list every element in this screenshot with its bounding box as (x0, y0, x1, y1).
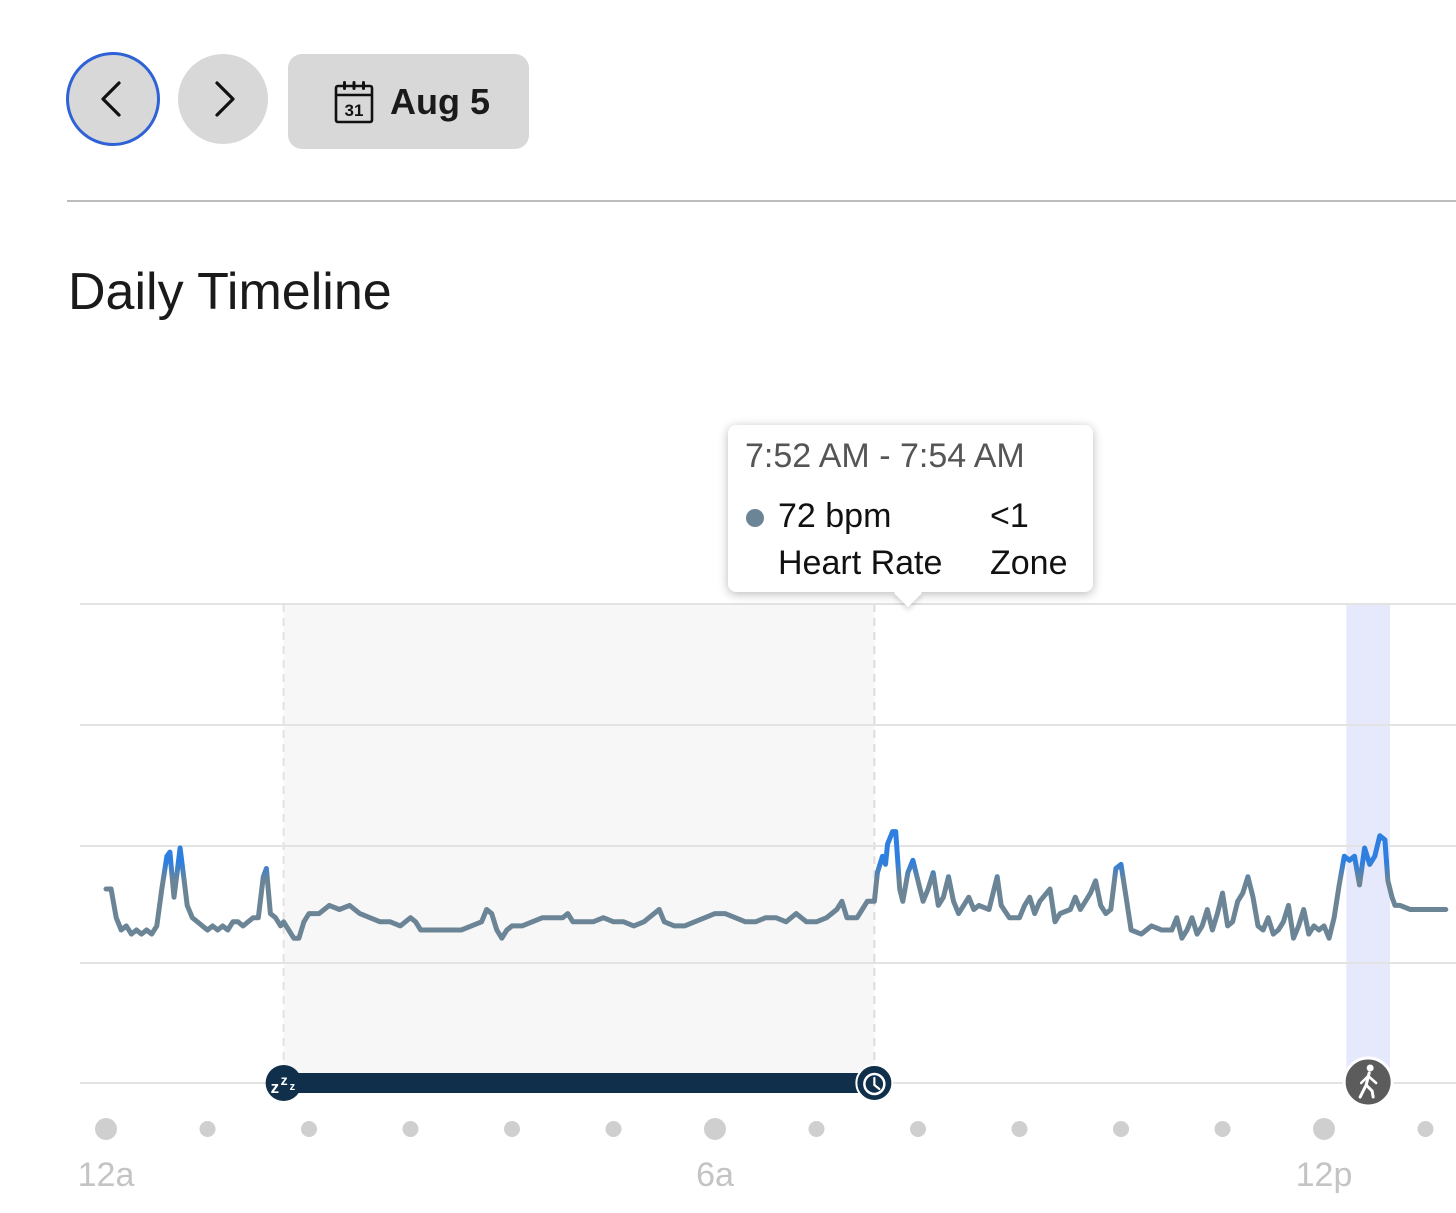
chevron-right-icon (215, 81, 235, 117)
sleep-bar (283, 1073, 875, 1093)
walking-icon (1342, 1056, 1394, 1108)
hour-tick-dot-9 (1011, 1121, 1028, 1137)
hour-tick-dot-7 (808, 1121, 825, 1137)
tick-label-12a: 12a (78, 1156, 135, 1194)
tick-label-12p: 12p (1296, 1156, 1353, 1194)
tick-label-6a: 6a (696, 1156, 734, 1194)
tooltip-time-range: 7:52 AM - 7:54 AM (745, 437, 1025, 475)
header-divider (67, 200, 1456, 202)
tooltip-zone-value: <1 (990, 497, 1029, 535)
hour-tick-dot-4 (504, 1121, 520, 1137)
tooltip-heart-rate-label: Heart Rate (778, 544, 943, 582)
sleep-region (283, 604, 875, 1084)
calendar-icon-day: 31 (345, 101, 364, 120)
hour-tick-dot-10 (1113, 1121, 1129, 1137)
heart-rate-tooltip: 7:52 AM - 7:54 AM 72 bpm Heart Rate <1 Z… (728, 425, 1093, 592)
svg-text:z: z (281, 1072, 288, 1088)
calendar-icon: 31 (334, 80, 374, 123)
hour-tick-dot-5 (605, 1121, 622, 1137)
heart-rate-line (103, 829, 1449, 941)
hour-tick-dot-12 (1313, 1118, 1335, 1140)
hour-tick-dot-6 (704, 1118, 726, 1140)
hour-tick-dot-13 (1417, 1121, 1434, 1137)
chevron-left-icon (101, 81, 121, 117)
hour-tick-dot-1 (199, 1121, 216, 1137)
wake-clock-icon (855, 1064, 894, 1102)
hour-tick-dot-3 (402, 1121, 419, 1137)
previous-day-button[interactable] (66, 52, 160, 146)
next-day-button[interactable] (178, 54, 268, 144)
svg-text:z: z (271, 1078, 280, 1097)
tooltip-zone-label: Zone (990, 544, 1068, 582)
tooltip-series-dot (746, 509, 764, 527)
hour-tick-dot-0 (95, 1118, 117, 1140)
date-label: Aug 5 (390, 80, 491, 122)
date-picker-button[interactable]: 31 Aug 5 (288, 54, 529, 149)
page-title: Daily Timeline (68, 263, 392, 321)
hour-tick-dot-11 (1214, 1121, 1231, 1137)
hour-tick-dot-2 (301, 1121, 317, 1137)
svg-text:z: z (290, 1081, 296, 1093)
tooltip-heart-rate-value: 72 bpm (778, 497, 892, 535)
hour-tick-dot-8 (910, 1121, 926, 1137)
